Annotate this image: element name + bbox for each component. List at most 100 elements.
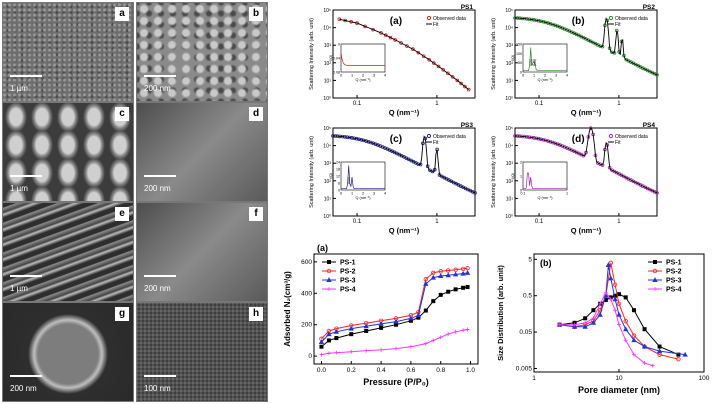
y-tick-label: 10² [324, 61, 332, 67]
inset-x-tick-label: 0.1 [520, 192, 525, 196]
x-tick-label: 0.2 [347, 367, 356, 374]
data-point [652, 259, 657, 264]
data-point [590, 319, 597, 325]
x-tick-label: 1 [617, 101, 621, 107]
legend-label-observed: Observed data [615, 16, 648, 22]
y-axis-label: Scattering Intensity (arb. unit) [309, 18, 315, 90]
sem-panel-letter: f [249, 207, 263, 221]
fit-line [514, 127, 658, 194]
inset-curve [341, 165, 385, 190]
data-point [326, 277, 332, 282]
observed-data-point [588, 126, 593, 130]
inset-y-axis-label: I(Q) [511, 55, 515, 61]
inset-x-tick-label: 4 [566, 74, 568, 78]
data-point [641, 343, 648, 349]
inset-y-axis-label: I(Q) [511, 173, 515, 179]
data-point [445, 272, 451, 278]
x-tick-label: 1 [532, 375, 536, 382]
data-point [318, 339, 325, 344]
panel-label: (d) [572, 134, 585, 145]
series-line-ps-4 [321, 328, 468, 356]
observed-data-point [466, 87, 471, 92]
data-point [650, 363, 655, 368]
inset-y-tick-label: 0 [338, 189, 340, 193]
observed-data-point [463, 84, 467, 89]
inset-y-tick-label: 1 [520, 175, 522, 179]
series-line-ps-2 [321, 267, 468, 340]
y-tick-label: 10¹ [506, 78, 514, 84]
observed-data-point [459, 81, 463, 86]
x-axis-label: Pore diameter (nm) [578, 385, 660, 395]
data-point [326, 268, 332, 274]
sem-panel-letter: e [115, 207, 129, 221]
data-point [333, 328, 340, 334]
data-point [597, 311, 603, 317]
legend-marker-observed [608, 15, 614, 21]
inset-x-tick-label: 3 [373, 192, 375, 196]
data-point [364, 348, 369, 353]
scale-bar: 200 nm [141, 74, 179, 97]
data-point [438, 335, 443, 340]
data-point [465, 327, 470, 332]
inset-frame [522, 161, 568, 191]
data-point [334, 350, 339, 355]
inset-y-tick-label: 6 [338, 182, 340, 186]
observed-data-point [399, 41, 403, 45]
y-tick-label: 10³ [506, 43, 514, 49]
inset-x-axis-label: Q (nm⁻¹) [537, 78, 553, 82]
x-tick-label: 0.1 [535, 101, 544, 107]
legend-label-observed: Observed data [433, 16, 466, 22]
observed-data-point [432, 61, 436, 65]
scale-bar: 100 nm [141, 374, 179, 397]
x-tick-label: 1 [435, 219, 439, 225]
x-axis-label: Q (nm⁻¹) [571, 226, 602, 235]
y-tick-label: 200 [301, 322, 312, 329]
data-point [676, 352, 681, 357]
inset-y-tick-label: 0 [520, 71, 522, 75]
x-tick-label: 0.4 [377, 367, 386, 374]
inset-y-tick-label: 0.08 [333, 71, 340, 75]
data-point [631, 337, 637, 343]
data-point [438, 273, 444, 278]
data-point [408, 344, 413, 349]
data-point [676, 356, 681, 362]
sample-label: PS2 [643, 4, 656, 11]
plot-frame [514, 127, 658, 217]
plot-frame [313, 253, 479, 365]
inset-y-axis-label: I(Q) [329, 55, 333, 61]
plot-frame [332, 127, 476, 217]
x-tick-label: 1 [617, 219, 621, 225]
data-point [349, 349, 354, 354]
data-point [616, 311, 622, 317]
legend-label: PS-1 [666, 260, 682, 267]
y-tick-label: 10⁴ [505, 26, 513, 32]
data-point [642, 327, 647, 332]
series-line-ps-1 [321, 286, 468, 348]
x-axis-label: Q (nm⁻¹) [571, 108, 602, 117]
sem-image-h: h 100 nm [136, 302, 268, 402]
scale-bar-line [10, 75, 42, 77]
data-point [327, 259, 332, 264]
x-tick-label: 0.8 [436, 367, 445, 374]
data-point [557, 322, 562, 327]
data-point [423, 341, 428, 346]
inset-peak-label: (100) [347, 177, 351, 184]
inset-x-tick-label: 3 [555, 74, 557, 78]
legend-label-observed: Observed data [433, 134, 466, 140]
y-tick-label: 10⁴ [505, 144, 513, 150]
scale-bar-line [144, 375, 176, 377]
data-point [617, 322, 621, 327]
observed-data-point [411, 47, 415, 51]
y-tick-label: 10⁵ [505, 126, 513, 132]
plot-frame [332, 9, 476, 99]
sem-panel-letter: a [115, 7, 129, 21]
y-tick-label: 10¹ [324, 78, 332, 84]
data-point [423, 308, 428, 313]
y-tick-label: 10⁴ [323, 26, 331, 32]
legend-marker-observed [608, 133, 614, 139]
y-tick-label: 0 [308, 353, 312, 360]
inset-peak-label: (200) [533, 59, 537, 66]
